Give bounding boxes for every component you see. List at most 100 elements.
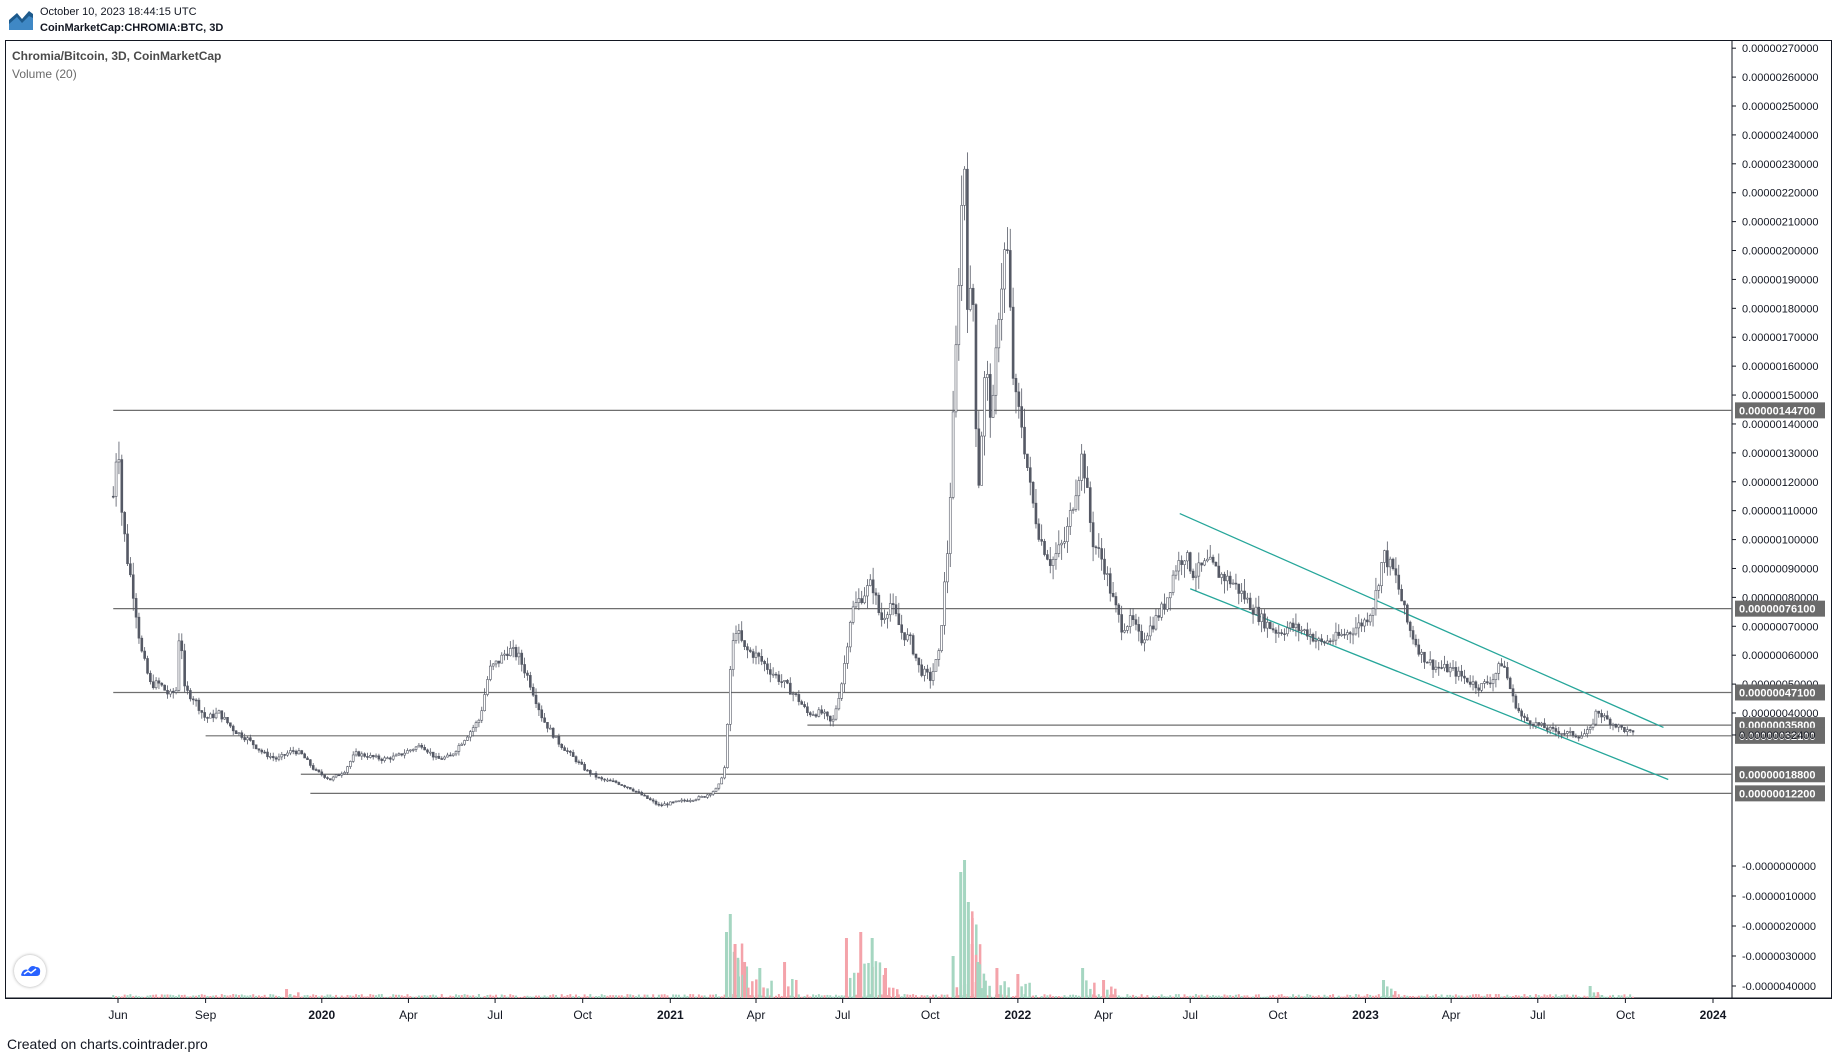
candle-body [1583,733,1586,737]
level-label: 0.00000032100 [1739,731,1815,743]
candle-body [397,753,401,756]
volume-bar [955,987,959,998]
candle-body [1146,635,1149,641]
candle-body [1088,487,1092,523]
candle-body [334,774,338,778]
candle-body [1394,568,1398,576]
volume-bar [795,979,798,998]
candle-body [877,594,881,613]
candle-body [237,732,241,735]
candle-body [174,689,178,693]
volume-bar [740,943,744,998]
volume-bar [982,973,986,998]
candle-body [286,752,289,756]
volume-bar [372,994,375,998]
candle-body [1320,638,1323,642]
volume-bar [1269,995,1272,998]
candle-body [1163,603,1166,610]
candle-body [1197,562,1201,577]
candle-body [640,792,644,796]
candle-body [777,674,781,682]
candle-body [1631,730,1635,733]
volume-bar [715,994,718,998]
candle-body [1614,723,1618,728]
candle-body [780,681,784,683]
candle-body [260,749,264,753]
volume-bar [455,994,458,998]
candle-body [1023,426,1026,455]
volume-bar [812,994,815,998]
candle-body [360,753,364,757]
candle-body [891,603,895,605]
candle-body [1357,622,1361,629]
volume-bar [737,976,741,998]
volume-bar [475,996,478,998]
candle-body [1611,723,1615,726]
candle-body [511,647,515,649]
candle-body [1400,588,1403,602]
candle-body [349,761,352,767]
volume-bar [163,994,166,998]
volume-bar [483,996,486,998]
candle-body [486,679,489,695]
candle-body [1311,633,1315,642]
candle-body [854,602,858,608]
volume-tick-label: -0.0000010000 [1742,891,1816,903]
candle-body [1431,659,1435,670]
candle-body [1403,600,1406,606]
volume-bar [637,994,640,998]
volume-bar [1443,996,1446,998]
tradingview-logo-icon[interactable] [14,955,46,987]
candle-body [571,752,575,757]
volume-bar [1506,994,1509,998]
candle-body [1120,614,1123,633]
volume-bar [1417,995,1420,998]
candle-body [169,690,172,695]
y-tick-label: 0.00000110000 [1742,506,1818,518]
y-tick-label: 0.00000220000 [1742,188,1818,200]
volume-bar [741,974,745,998]
volume-bar [526,995,529,998]
candle-body [1514,695,1518,709]
volume-bar [912,994,915,998]
volume-bar [660,994,663,998]
candle-body [1211,556,1215,563]
candle-body [146,658,149,674]
candle-body [449,754,452,757]
candle-body [357,751,361,757]
volume-bar [677,994,680,998]
volume-bar [863,963,866,998]
volume-bar [203,994,206,998]
volume-bar [770,980,773,998]
volume-bar [1140,994,1143,998]
candle-body [783,680,786,682]
candle-body [626,786,629,789]
candle-body [1411,630,1415,640]
volume-legend[interactable]: Volume (20) [12,67,77,81]
candle-body [1337,631,1341,636]
candle-body [748,649,752,652]
x-tick-label: Oct [1616,1008,1635,1022]
candle-body [280,754,284,758]
volume-bar [155,994,158,998]
volume-bar [1016,974,1020,998]
candle-body [1214,561,1218,567]
volume-bar [452,996,455,998]
volume-bar [269,994,272,998]
candle-body [369,755,372,758]
candle-body [814,714,818,717]
volume-bar [1594,995,1597,998]
candle-body [1480,683,1483,691]
volume-bar [1588,986,1592,998]
volume-bar [589,994,592,998]
volume-bar [180,995,183,998]
level-badge [1735,766,1825,783]
candle-body [197,699,201,711]
volume-bar [366,996,369,998]
candle-body [597,776,601,779]
candle-body [708,793,712,796]
candle-body [1586,729,1589,734]
candle-body [1506,667,1509,679]
volume-bar [897,994,900,998]
